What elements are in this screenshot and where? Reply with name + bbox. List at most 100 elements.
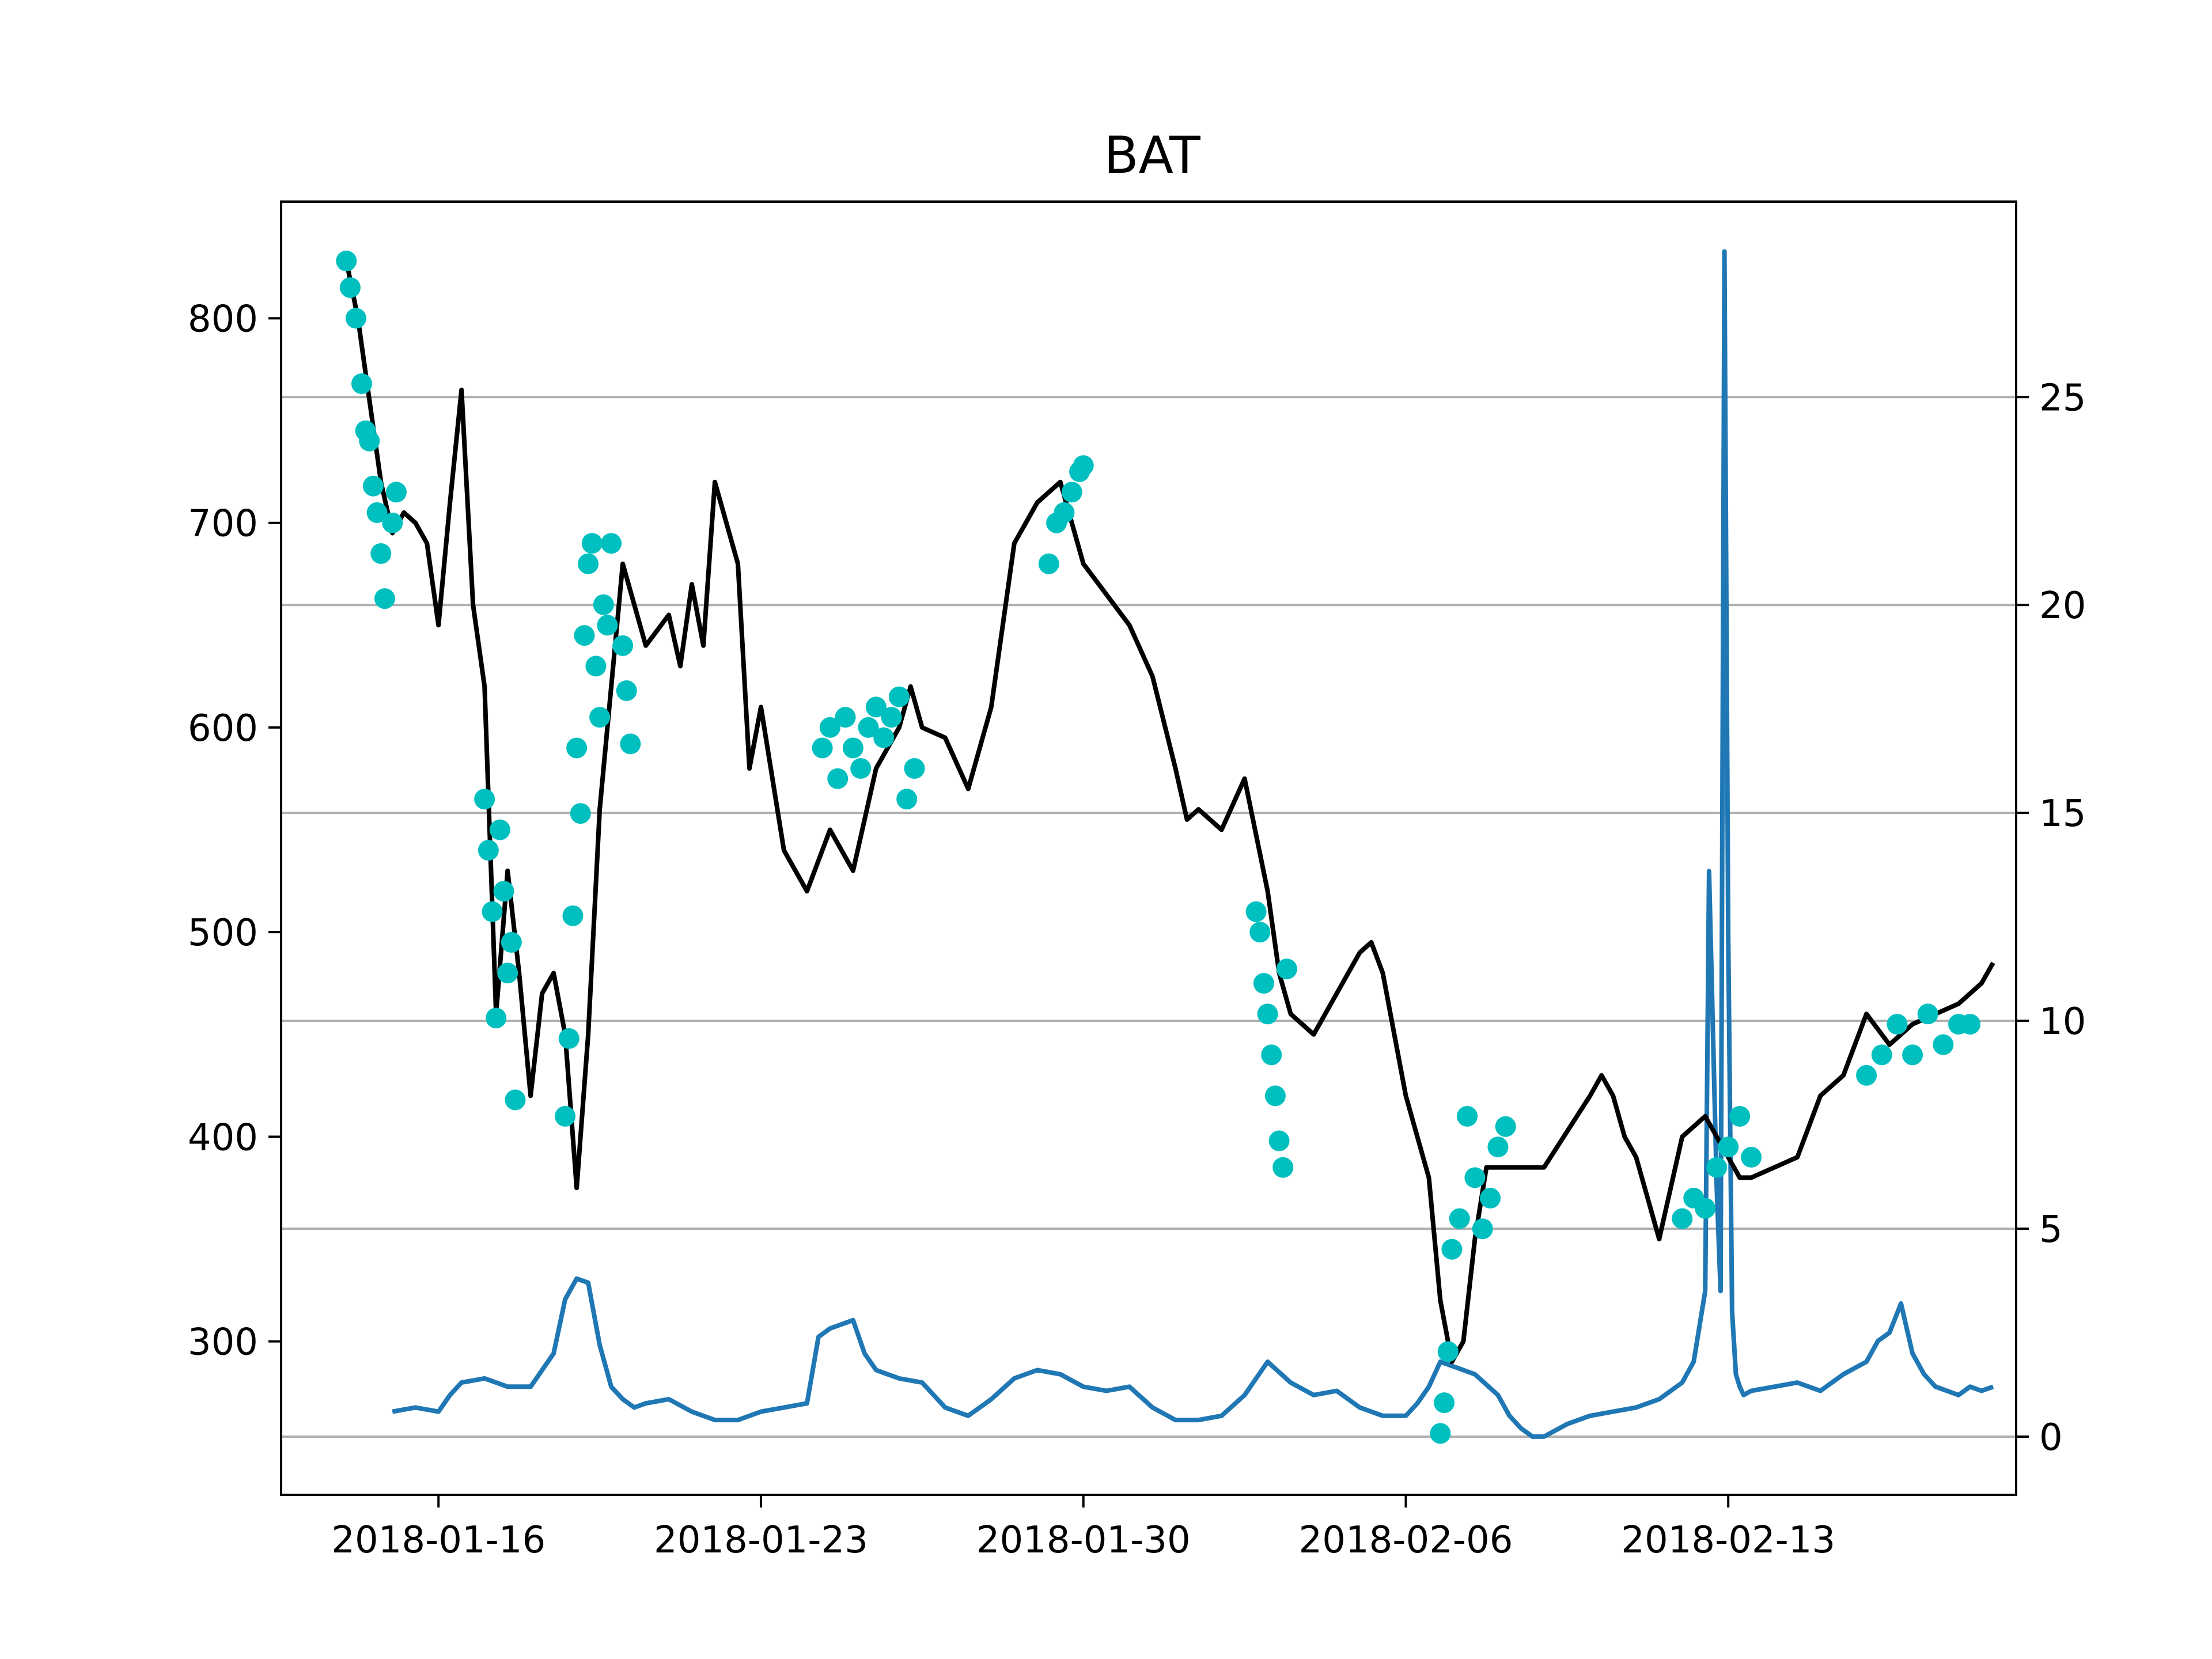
marker-point [812, 737, 833, 759]
marker-point [1434, 1392, 1455, 1414]
marker-point [589, 707, 611, 728]
marker-point [1441, 1238, 1463, 1260]
marker-point [474, 789, 495, 810]
marker-point [1437, 1341, 1459, 1362]
marker-point [835, 707, 856, 728]
marker-point [562, 905, 584, 926]
marker-point [489, 819, 510, 840]
marker-point [578, 553, 599, 574]
y-tick-label: 800 [188, 298, 258, 340]
marker-point [478, 840, 499, 861]
marker-point [1472, 1218, 1493, 1240]
x-tick-label: 2018-02-13 [1621, 1519, 1835, 1562]
marker-point [1245, 901, 1267, 922]
marker-point [616, 680, 637, 701]
marker-point [555, 1105, 576, 1127]
marker-point [1264, 1085, 1286, 1107]
y-axis-left: 300 400 500 600 700 800 [188, 298, 281, 1364]
marker-point [497, 963, 518, 984]
marker-point [1073, 455, 1094, 476]
marker-point [345, 308, 366, 329]
y2-tick-label: 0 [2039, 1416, 2063, 1459]
plot-area [336, 249, 1995, 1444]
x-axis: 2018-01-16 2018-01-23 2018-01-30 2018-02-06… [331, 1495, 1835, 1562]
y-tick-label: 500 [188, 912, 258, 955]
marker-point [597, 615, 618, 636]
marker-point [558, 1028, 579, 1049]
marker-point [1695, 1198, 1716, 1219]
marker-point [351, 373, 372, 395]
chart-title: BAT [1104, 126, 1201, 185]
marker-point [505, 1089, 526, 1111]
marker-point [1054, 502, 1075, 523]
marker-point [339, 277, 361, 298]
marker-point [1871, 1044, 1892, 1066]
marker-point [601, 533, 622, 554]
marker-point [1257, 1003, 1278, 1025]
y-axis-right: 0 5 10 15 20 25 [2016, 377, 2086, 1459]
marker-point [336, 251, 357, 272]
marker-point [1495, 1116, 1516, 1137]
marker-point [1672, 1208, 1693, 1229]
marker-point [1253, 972, 1274, 994]
x-tick-label: 2018-01-23 [654, 1519, 868, 1562]
x-tick-label: 2018-02-06 [1299, 1519, 1513, 1562]
marker-point [493, 881, 514, 902]
marker-point [1917, 1003, 1938, 1025]
marker-point [1038, 553, 1059, 574]
marker-point [566, 737, 588, 759]
marker-point [1706, 1157, 1728, 1178]
marker-point [612, 635, 634, 656]
marker-point [370, 543, 392, 564]
y-tick-label: 300 [188, 1321, 258, 1364]
marker-point [842, 737, 863, 759]
marker-point [1430, 1423, 1451, 1444]
y2-tick-label: 15 [2039, 793, 2086, 835]
marker-point [1449, 1208, 1470, 1229]
marker-point [1960, 1013, 1981, 1035]
marker-point [1729, 1105, 1751, 1127]
marker-point [1276, 959, 1297, 980]
marker-point [819, 717, 840, 738]
marker-point [482, 901, 503, 922]
marker-point [585, 656, 607, 677]
marker-point [896, 789, 918, 810]
marker-point [1457, 1105, 1478, 1127]
marker-point [581, 533, 603, 554]
marker-point [570, 803, 591, 824]
marker-point [881, 707, 902, 728]
marker-point [1464, 1167, 1486, 1188]
marker-point [374, 588, 395, 609]
series-line-secondary [392, 249, 1994, 1439]
marker-point [620, 733, 641, 755]
marker-point [1856, 1065, 1877, 1086]
marker-point [1718, 1137, 1739, 1158]
marker-point [1272, 1157, 1294, 1178]
marker-point [1480, 1187, 1501, 1209]
marker-point [1261, 1044, 1282, 1066]
y2-tick-label: 5 [2039, 1209, 2063, 1251]
marker-point [1887, 1013, 1908, 1035]
marker-point [827, 768, 849, 789]
marker-point [1249, 922, 1271, 943]
marker-point [359, 430, 380, 452]
series-line-price [344, 260, 1995, 1365]
marker-point [1487, 1137, 1509, 1158]
y2-tick-label: 10 [2039, 1001, 2086, 1043]
marker-point [501, 931, 522, 953]
marker-point [486, 1007, 507, 1029]
y-tick-label: 700 [188, 503, 258, 546]
marker-point [850, 757, 872, 779]
marker-point [362, 475, 384, 497]
marker-point [574, 625, 595, 646]
marker-point [865, 696, 887, 718]
marker-point [366, 502, 388, 523]
y2-tick-label: 20 [2039, 585, 2086, 627]
y2-tick-label: 25 [2039, 377, 2086, 419]
y-tick-label: 600 [188, 707, 258, 750]
marker-point [888, 686, 910, 707]
marker-point [382, 512, 403, 533]
marker-point [385, 482, 407, 503]
